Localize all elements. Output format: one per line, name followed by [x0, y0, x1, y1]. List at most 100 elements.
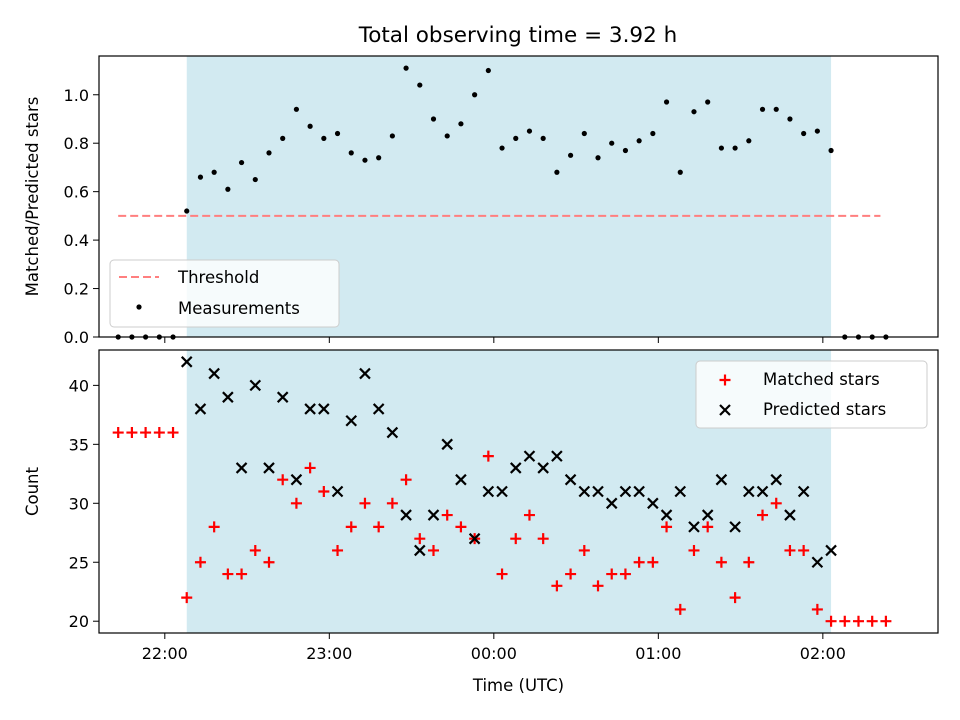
predicted-star-point: [496, 485, 508, 498]
measurement-point: [526, 128, 533, 134]
y-tick-label: 30: [69, 494, 89, 513]
measurement-point: [472, 92, 478, 98]
measurement-point: [417, 82, 423, 88]
matched-star-point: [304, 462, 316, 474]
measurement-point: [197, 174, 204, 180]
measurement-point: [307, 123, 313, 129]
predicted-star-point: [414, 544, 426, 557]
predicted-star-point: [318, 403, 330, 415]
matched-star-point: [757, 509, 769, 521]
matched-star-point: [606, 568, 618, 580]
predicted-star-point: [290, 473, 303, 486]
measurement-point: [403, 65, 409, 71]
matched-star-point: [811, 603, 823, 615]
predicted-star-point: [386, 426, 399, 439]
predicted-star-point: [578, 485, 591, 498]
measurement-point: [609, 140, 615, 146]
predicted-star-point: [797, 485, 810, 498]
matched-star-point: [263, 556, 275, 568]
matched-star-point: [236, 568, 248, 580]
predicted-star-point: [784, 509, 796, 521]
y-tick-label: 25: [69, 553, 89, 572]
measurement-point: [389, 133, 395, 139]
bottom-panel: 20 25 30 35 40 22:00 23:00 00:00 01:00 02:00 Count…: [23, 349, 939, 695]
measurement-point: [718, 145, 724, 151]
measurement-point: [376, 155, 382, 161]
measurement-point: [595, 155, 601, 161]
legend-measurements-label: Measurements: [178, 299, 300, 318]
matched-star-point: [592, 580, 604, 592]
matched-star-point: [290, 497, 302, 509]
matched-star-point: [551, 580, 563, 592]
predicted-star-point: [688, 521, 700, 533]
measurement-point: [458, 121, 464, 127]
matched-star-point: [523, 509, 535, 521]
legend-matched-label: Matched stars: [763, 370, 880, 389]
chart-title: Total observing time = 3.92 h: [358, 23, 678, 48]
legend-box: [695, 360, 928, 429]
measurement-point: [828, 147, 834, 154]
matched-star-point: [167, 427, 179, 439]
measurement-point: [540, 135, 546, 141]
top-panel: 0.0 0.2 0.4 0.6 0.8 1.0 Matched/Predicted star…: [23, 55, 939, 347]
matched-star-point: [318, 486, 330, 497]
predicted-star-point: [825, 544, 837, 557]
measurement-point: [334, 130, 341, 137]
predicted-star-point: [400, 509, 412, 521]
matched-star-point: [852, 615, 864, 627]
predicted-star-point: [701, 509, 714, 521]
measurement-point: [746, 138, 752, 144]
matched-star-point: [647, 556, 659, 568]
measurement-point: [773, 106, 779, 112]
predicted-star-point: [331, 485, 344, 498]
predicted-star-point: [592, 485, 604, 498]
measurement-point: [499, 145, 505, 151]
x-axis-label: Time (UTC): [472, 676, 564, 695]
matched-star-point: [112, 427, 124, 439]
measurement-point: [787, 116, 793, 122]
x-tick-label: 00:00: [471, 644, 517, 663]
measurement-point: [293, 106, 300, 112]
predicted-star-point: [660, 509, 673, 521]
x-tick-label: 23:00: [306, 644, 352, 663]
measurement-point: [444, 133, 450, 139]
measurement-point: [759, 106, 766, 112]
legend-measurements-swatch: [136, 304, 142, 310]
measurement-point: [348, 150, 354, 156]
measurement-point: [485, 67, 491, 74]
matched-star-point: [126, 427, 138, 439]
predicted-star-point: [276, 391, 289, 403]
matched-star-point: [140, 427, 152, 439]
y-tick-label: 0.2: [64, 280, 89, 299]
predicted-star-point: [564, 473, 577, 486]
measurement-point: [567, 152, 574, 158]
legend-matched-swatch: [719, 374, 731, 386]
matched-star-point: [249, 544, 261, 556]
measurement-point: [663, 99, 670, 105]
matched-star-point: [537, 533, 549, 545]
measurement-point: [581, 130, 587, 137]
predicted-star-point: [441, 438, 453, 451]
predicted-star-point: [372, 403, 385, 415]
measurement-point: [650, 130, 656, 137]
measurement-point: [677, 169, 683, 175]
predicted-star-point: [756, 485, 769, 498]
measurement-point: [362, 157, 368, 163]
y-tick-label: 0.0: [64, 328, 89, 347]
predicted-star-point: [468, 532, 481, 545]
matched-star-point: [510, 533, 522, 545]
predicted-star-point: [605, 497, 618, 510]
y-tick-label: 35: [69, 435, 89, 454]
predicted-star-point: [811, 556, 824, 569]
matched-star-point: [578, 544, 590, 556]
predicted-star-point: [235, 462, 248, 474]
measurement-point: [211, 169, 217, 175]
predicted-star-point: [674, 485, 687, 498]
matched-star-point: [825, 615, 837, 627]
matched-star-point: [332, 544, 344, 556]
matched-star-point: [482, 450, 494, 462]
matched-star-point: [455, 521, 467, 533]
x-tick-label: 22:00: [142, 644, 188, 663]
measurement-point: [430, 116, 437, 122]
